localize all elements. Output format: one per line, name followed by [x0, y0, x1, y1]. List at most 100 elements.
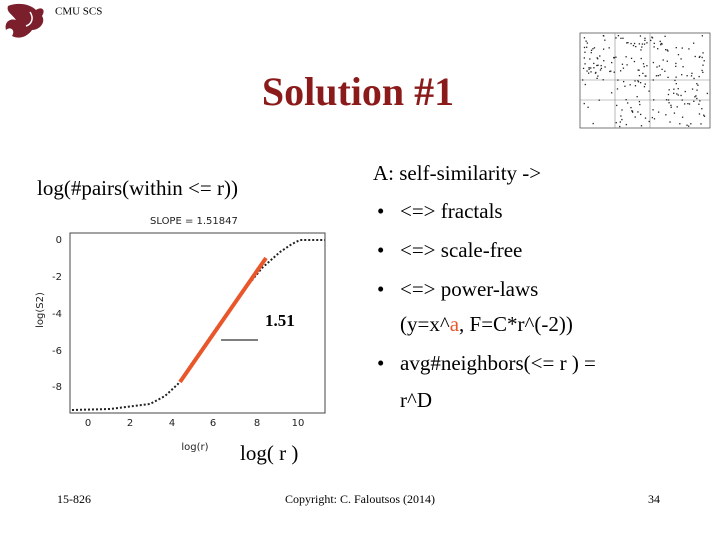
thumb-dot — [638, 43, 641, 45]
thumb-dot — [593, 67, 595, 69]
thumb-dot — [652, 79, 654, 81]
thumb-dot — [625, 123, 627, 126]
thumb-dot — [680, 94, 682, 97]
thumb-dot — [604, 66, 606, 68]
thumb-dot — [599, 55, 601, 57]
thumb-dot — [595, 71, 597, 74]
thumb-dot — [681, 99, 683, 101]
thumb-dot — [657, 111, 660, 113]
footer-course: 15-826 — [57, 492, 91, 506]
thumb-dot — [617, 35, 620, 37]
thumb-dot — [658, 65, 661, 67]
y-tick-label: -2 — [52, 272, 62, 283]
outer-x-label: log( r ) — [240, 441, 298, 465]
thumb-dot — [675, 82, 677, 85]
thumb-dot — [616, 88, 619, 90]
thumb-dot — [667, 93, 670, 96]
thumb-dot — [625, 99, 627, 101]
x-tick-label: 6 — [210, 418, 216, 429]
thumb-dot — [680, 58, 682, 60]
y-axis-label: log(S2) — [35, 292, 46, 328]
thumb-dot — [590, 67, 592, 69]
thumb-dot — [639, 82, 642, 84]
bullet: <=> scale-free — [400, 238, 522, 262]
thumb-dot — [699, 55, 701, 58]
thumb-dot — [636, 96, 638, 98]
thumb-dot — [634, 116, 636, 118]
thumb-dot — [635, 45, 637, 48]
thumb-dot — [582, 67, 585, 70]
thumb-dot — [627, 42, 629, 44]
thumb-dot — [610, 70, 612, 72]
thumb-dot — [670, 104, 672, 106]
thumb-dot — [593, 62, 595, 65]
thumb-dot — [593, 47, 596, 49]
thumb-dot — [675, 62, 677, 65]
bullet-dot: • — [377, 351, 384, 375]
thumb-dot — [667, 76, 669, 79]
thumb-dot — [596, 57, 598, 59]
y-tick-label: -4 — [52, 309, 62, 320]
bullet-continuation: r^D — [400, 388, 432, 412]
thumb-dot — [693, 42, 695, 44]
thumb-dot — [702, 71, 704, 74]
thumb-dot — [648, 90, 650, 92]
thumb-dot — [630, 106, 632, 109]
plot: SLOPE = 1.51847 0 -2 -4 -6 -8 0 2 4 6 8 … — [35, 216, 326, 453]
thumb-dot — [642, 72, 644, 75]
thumb-dot — [587, 106, 589, 108]
thumb-dot — [624, 85, 626, 87]
thumb-dot — [691, 88, 694, 90]
thumb-dot — [631, 111, 634, 113]
thumb-dot — [590, 49, 593, 51]
thumb-dot — [630, 42, 632, 45]
thumb-dot — [625, 56, 627, 58]
bullet-dot: • — [377, 199, 384, 223]
thumb-dot — [632, 44, 635, 47]
thumb-dot — [660, 42, 662, 45]
thumb-dot — [703, 115, 706, 117]
thumb-dot — [641, 46, 643, 48]
thumb-dot — [588, 72, 590, 74]
thumb-dot — [637, 111, 639, 113]
thumb-dot — [648, 120, 650, 123]
thumb-dot — [677, 94, 679, 96]
thumb-dot — [585, 40, 587, 42]
thumb-dot — [696, 97, 698, 100]
thumb-dot — [657, 48, 659, 50]
thumb-dot — [597, 58, 599, 60]
bullet-dot: • — [377, 238, 384, 262]
thumb-dot — [646, 42, 648, 44]
thumb-dot — [677, 88, 679, 90]
thumb-dot — [653, 99, 655, 101]
thumb-dot — [600, 67, 603, 70]
thumb-dot — [690, 123, 692, 125]
thumb-dot — [594, 72, 597, 74]
thumb-dot — [660, 44, 662, 46]
thumb-dot — [667, 50, 669, 52]
thumb-dot — [604, 39, 606, 41]
thumb-dot — [633, 60, 636, 63]
thumb-dot — [639, 35, 642, 37]
thumb-dot — [673, 112, 676, 114]
thumb-dot — [615, 122, 617, 124]
thumb-dot — [666, 49, 668, 51]
thumb-dot — [687, 102, 689, 105]
thumb-dot — [657, 74, 659, 77]
thumb-dot — [633, 42, 636, 45]
thumb-dot — [668, 89, 670, 91]
thumb-dot — [673, 88, 675, 90]
thumb-dot — [608, 47, 610, 49]
thumb-dot — [701, 56, 703, 59]
thumb-dot — [621, 109, 623, 111]
bullets: A: self-similarity -> • <=> fractals • <… — [373, 161, 596, 412]
thumb-dot — [668, 102, 670, 104]
thumb-dot — [655, 75, 658, 77]
thumb-dot — [702, 52, 704, 54]
thumb-dot — [619, 125, 621, 128]
thumb-dot — [613, 71, 615, 73]
thumb-dot — [597, 64, 599, 66]
x-tick-label: 0 — [85, 418, 91, 429]
thumb-dot — [629, 84, 631, 86]
thumb-dot — [645, 75, 647, 77]
